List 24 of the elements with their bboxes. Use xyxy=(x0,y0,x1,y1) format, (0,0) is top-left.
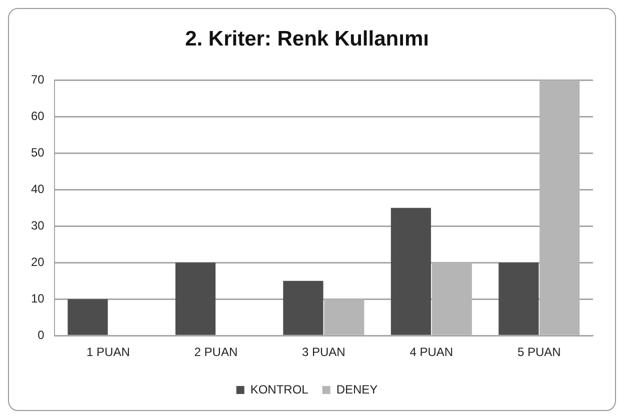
x-tick-label: 1 PUAN xyxy=(86,345,130,360)
y-tick-label: 40 xyxy=(30,182,45,196)
bar xyxy=(390,208,431,335)
y-tick-label: 60 xyxy=(30,109,45,123)
bar xyxy=(68,299,108,335)
y-tick-label: 10 xyxy=(30,291,45,306)
x-tick-label: 5 PUAN xyxy=(517,345,561,360)
bar xyxy=(540,80,580,335)
y-tick-label: 30 xyxy=(30,218,45,232)
y-tick-label: 70 xyxy=(30,72,45,87)
x-tick-label: 4 PUAN xyxy=(410,345,454,360)
chart-title: 2. Kriter: Renk Kullanımı xyxy=(185,27,429,50)
y-tick-label: 20 xyxy=(30,254,45,269)
bar xyxy=(283,280,324,335)
y-tick-label: 50 xyxy=(30,145,45,160)
bar xyxy=(432,262,472,335)
bar xyxy=(175,262,216,335)
legend-label: DENEY xyxy=(336,382,378,396)
x-tick-label: 3 PUAN xyxy=(302,345,346,360)
bar xyxy=(498,262,539,335)
bar xyxy=(324,299,364,335)
x-tick-label: 2 PUAN xyxy=(194,345,238,360)
y-tick-label: 0 xyxy=(38,328,45,342)
legend-label: KONTROL xyxy=(250,382,309,396)
